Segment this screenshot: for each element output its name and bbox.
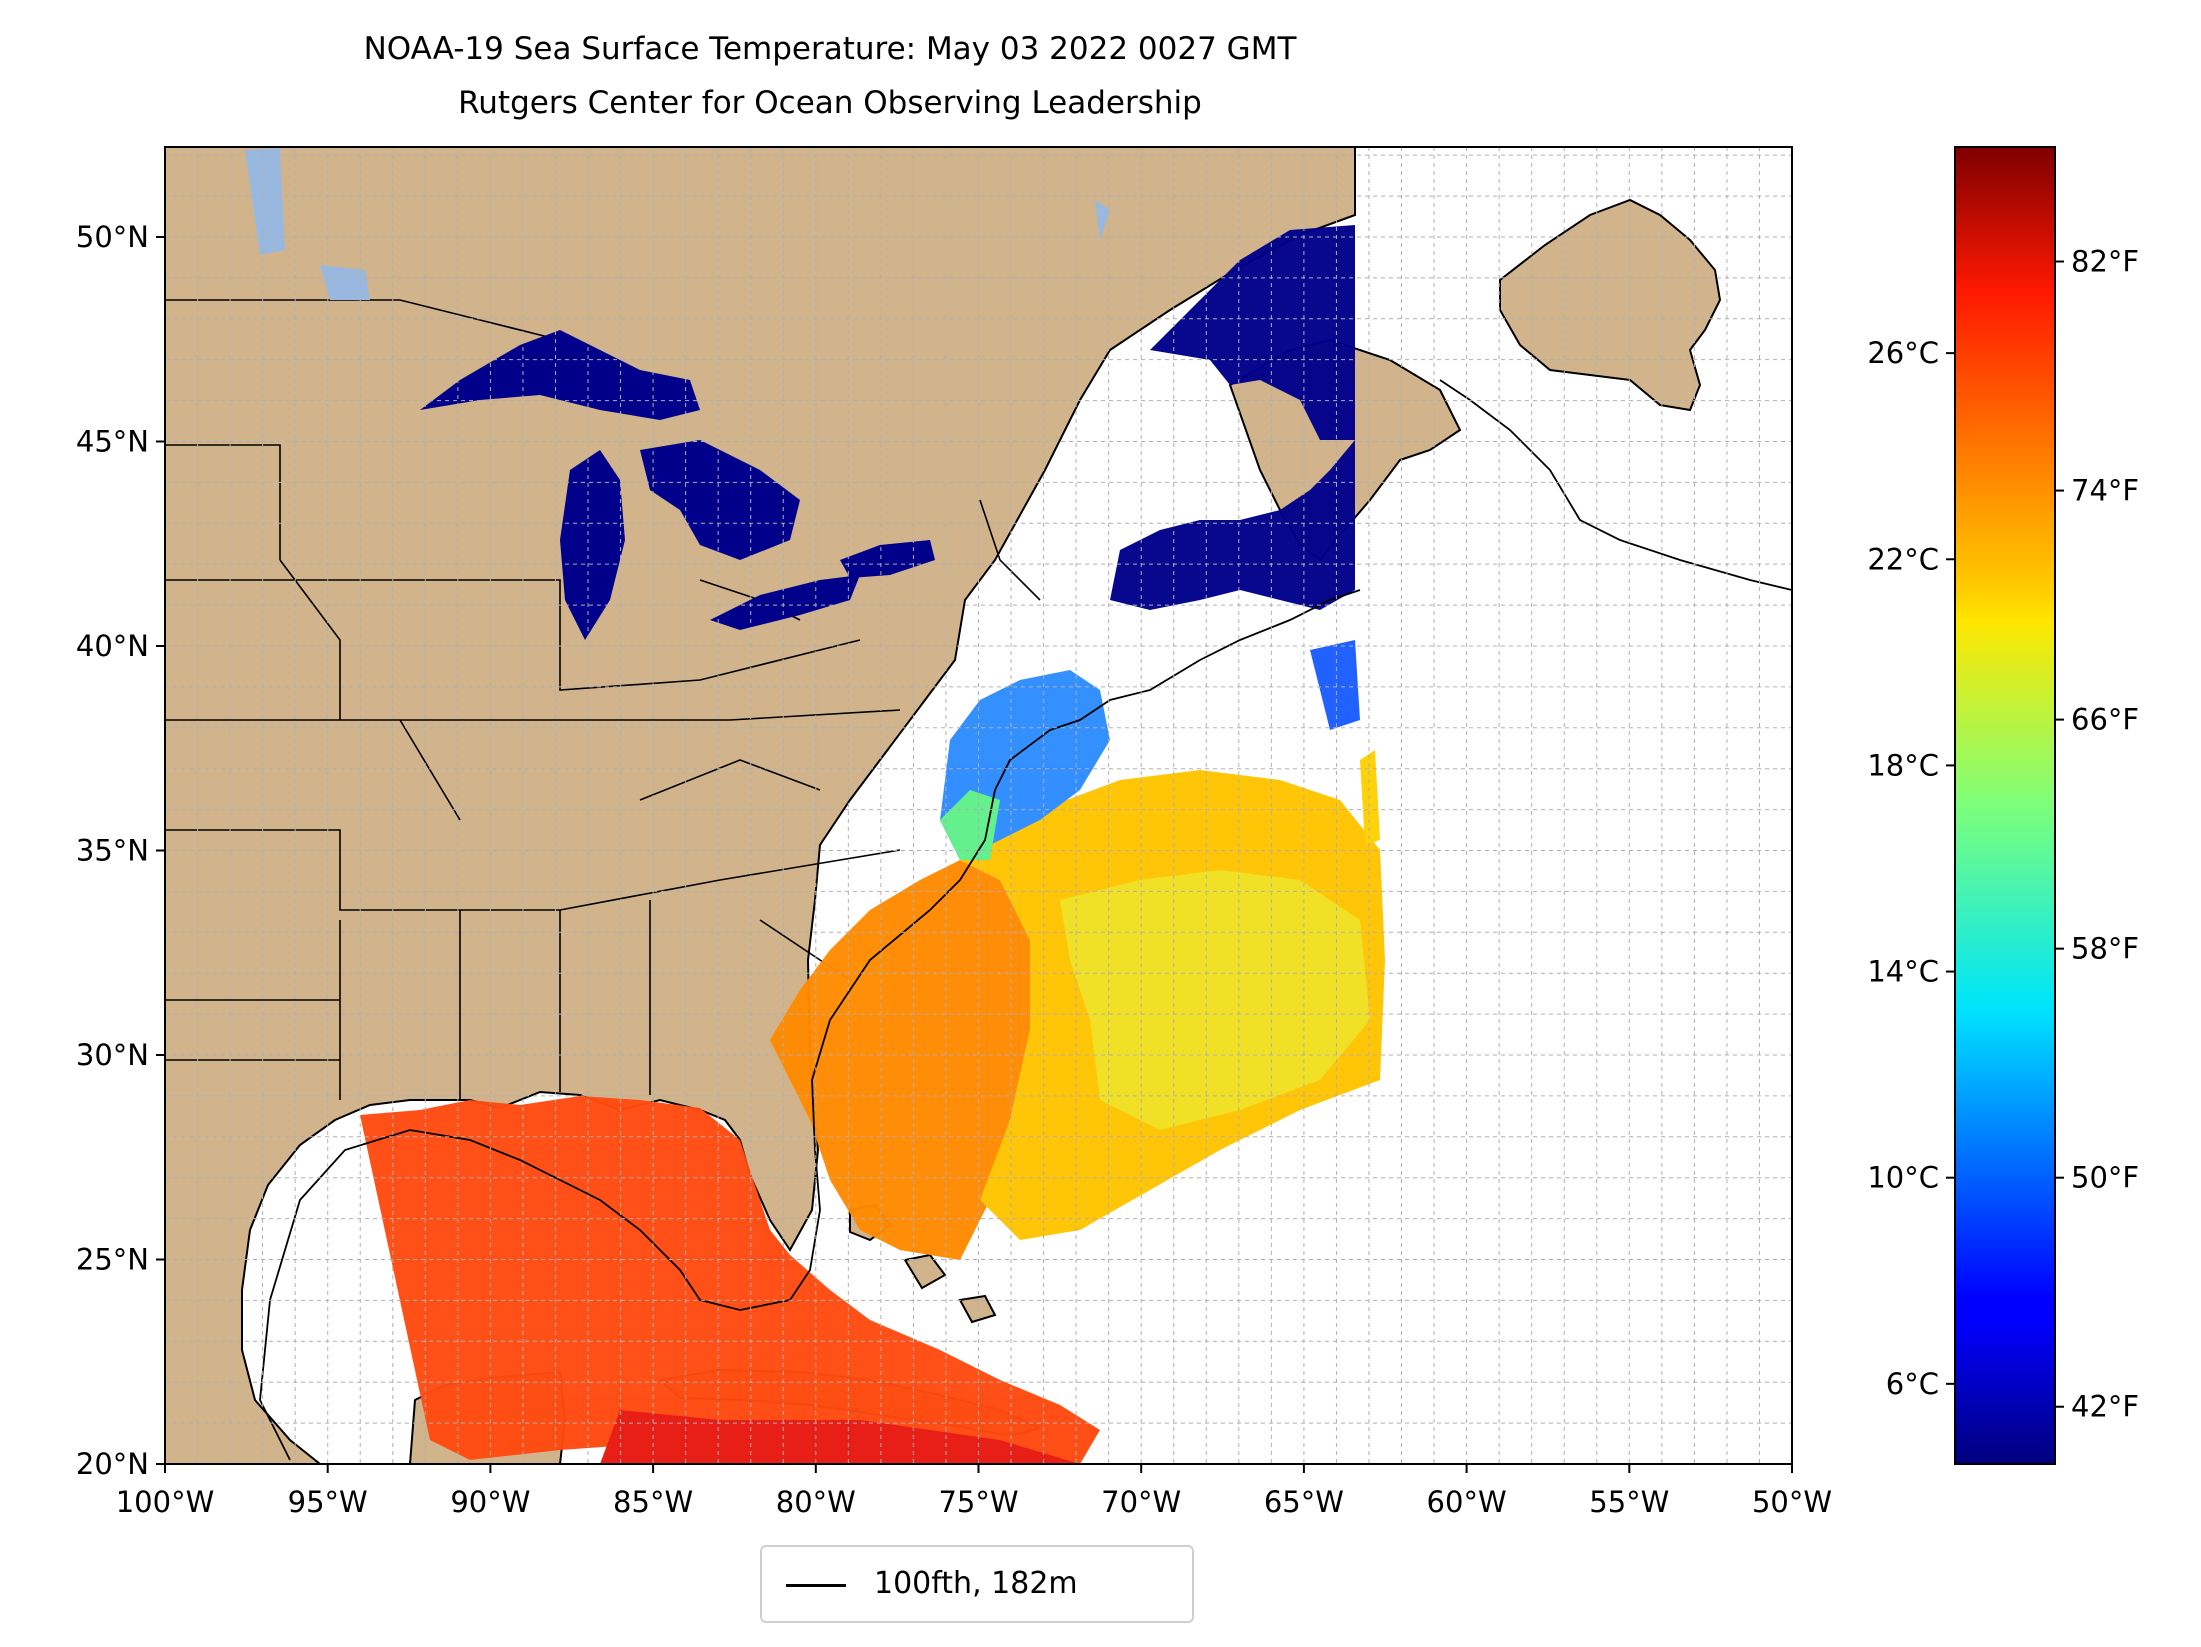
y-axis: 20°N 25°N 30°N 35°N 40°N 45°N 50°N	[76, 220, 165, 1481]
colorbar-c-tick-label: 10°C	[1867, 1161, 1939, 1195]
colorbar-c-tick-label: 18°C	[1867, 748, 1939, 782]
colorbar-c-tick-label: 22°C	[1867, 542, 1939, 576]
map-subtitle: Rutgers Center for Ocean Observing Leade…	[458, 85, 1202, 121]
sst-gulf-of-maine	[1110, 440, 1355, 610]
y-tick-label: 35°N	[76, 833, 149, 867]
lake-michigan	[560, 450, 625, 640]
y-tick-label: 40°N	[76, 629, 149, 663]
colorbar	[1954, 146, 2056, 1465]
x-tick-label: 75°W	[938, 1485, 1018, 1519]
colorbar-f-tick-label: 42°F	[2071, 1390, 2139, 1424]
lake-erie	[710, 575, 860, 630]
legend-label: 100fth, 182m	[874, 1566, 1078, 1601]
colorbar-f-tick-label: 58°F	[2071, 932, 2139, 966]
x-tick-label: 65°W	[1264, 1485, 1344, 1519]
x-tick-label: 55°W	[1589, 1485, 1669, 1519]
colorbar-f-tick-label: 66°F	[2071, 703, 2139, 737]
colorbar-f-tick-label: 74°F	[2071, 474, 2139, 508]
x-axis: 100°W 95°W 90°W 85°W 80°W 75°W 70°W 65°W 60°W 55°…	[116, 1464, 1832, 1519]
lake-ontario	[840, 540, 935, 578]
sst-gulf-stream	[770, 860, 1030, 1260]
sst-sargasso-yellow	[1060, 870, 1370, 1130]
y-tick-label: 45°N	[76, 424, 149, 458]
y-tick-label: 25°N	[76, 1242, 149, 1276]
graticule	[165, 147, 1792, 1464]
colorbar-fahrenheit-axis: 42°F 50°F 58°F 66°F 74°F 82°F	[2055, 245, 2139, 1424]
y-tick-label: 30°N	[76, 1038, 149, 1072]
x-tick-label: 80°W	[776, 1485, 856, 1519]
colorbar-f-tick-label: 50°F	[2071, 1161, 2139, 1195]
x-tick-label: 50°W	[1752, 1485, 1832, 1519]
x-tick-label: 90°W	[450, 1485, 530, 1519]
x-tick-label: 95°W	[288, 1485, 368, 1519]
legend: 100fth, 182m	[760, 1545, 1194, 1623]
legend-line-swatch	[786, 1584, 846, 1587]
sst-gulf-of-mexico	[360, 1096, 1100, 1464]
colorbar-c-tick-label: 14°C	[1867, 955, 1939, 989]
sst-offshore-yellow	[1360, 750, 1380, 845]
y-tick-label: 20°N	[76, 1447, 149, 1481]
colorbar-f-tick-label: 82°F	[2071, 245, 2139, 279]
inland-lakes	[245, 148, 1110, 300]
sst-nova-scotia-edge	[1310, 640, 1360, 730]
x-tick-label: 60°W	[1427, 1485, 1507, 1519]
x-tick-label: 85°W	[613, 1485, 693, 1519]
sst-shelf-green	[940, 790, 1000, 860]
lake-huron	[640, 440, 800, 560]
map-title: NOAA-19 Sea Surface Temperature: May 03 …	[363, 31, 1297, 67]
north-america-land	[165, 147, 1356, 1464]
colorbar-celsius-axis: 6°C 10°C 14°C 18°C 22°C 26°C	[1867, 336, 1955, 1401]
x-tick-label: 70°W	[1101, 1485, 1181, 1519]
colorbar-c-tick-label: 26°C	[1867, 336, 1939, 370]
colorbar-c-tick-label: 6°C	[1886, 1367, 1939, 1401]
newfoundland-land	[1499, 198, 1722, 412]
y-tick-label: 50°N	[76, 220, 149, 254]
x-tick-label: 100°W	[116, 1485, 215, 1519]
